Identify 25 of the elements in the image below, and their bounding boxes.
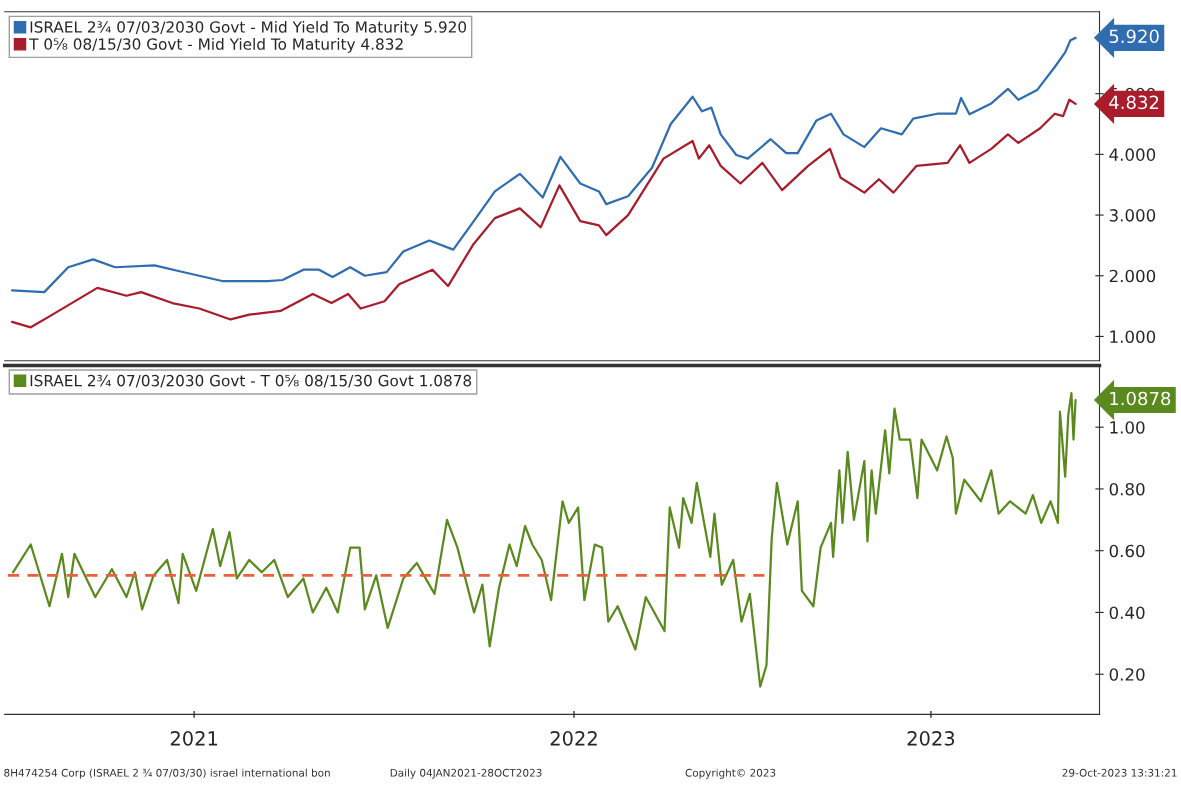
legend-label: ISRAEL 2¾ 07/03/2030 Govt - T 0⅝ 08/15/30 Govt 1.0878 bbox=[30, 374, 472, 388]
text: Daily 04JAN2021-28OCT2023 bbox=[390, 768, 542, 779]
y-tick-label: 1.000 bbox=[1110, 330, 1156, 343]
y-tick-label: 3.000 bbox=[1109, 209, 1156, 222]
line-series bbox=[10, 36, 1077, 294]
text: 8H474254 Corp (ISRAEL 2 ¾ 07/03/30) israel international bon bbox=[4, 768, 330, 779]
y-tick-label: 0.60 bbox=[1109, 544, 1145, 558]
y-tick-label: 2.000 bbox=[1109, 269, 1156, 283]
y-tick-label: 0.80 bbox=[1109, 482, 1145, 496]
annotation: 4.832 bbox=[1109, 95, 1159, 110]
y-tick-label: 4.000 bbox=[1109, 148, 1156, 161]
annotation: 5.920 bbox=[1109, 29, 1159, 44]
x-tick-label: 2023 bbox=[907, 731, 955, 746]
legend-label: ISRAEL 2¾ 07/03/2030 Govt - Mid Yield To Maturity 5.920 bbox=[30, 20, 467, 36]
line-series bbox=[11, 392, 1077, 688]
x-tick-label: 2021 bbox=[170, 731, 218, 746]
line-series bbox=[10, 98, 1077, 329]
text: Copyright© 2023 bbox=[685, 768, 776, 779]
y-tick-label: 1.00 bbox=[1110, 421, 1145, 434]
y-tick-label: 0.20 bbox=[1109, 668, 1145, 681]
x-tick-label: 2022 bbox=[550, 731, 597, 746]
y-tick-label: 0.40 bbox=[1109, 606, 1145, 620]
annotation: 1.0878 bbox=[1110, 391, 1171, 406]
text: 29-Oct-2023 13:31:21 bbox=[1062, 768, 1177, 777]
legend-label: T 0⅝ 08/15/30 Govt - Mid Yield To Maturity 4.832 bbox=[29, 38, 403, 53]
